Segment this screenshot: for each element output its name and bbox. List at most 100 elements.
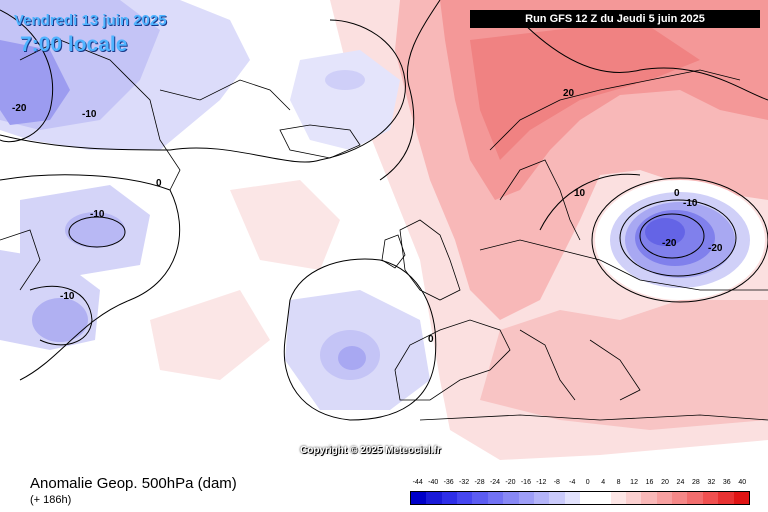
colorscale-cell	[426, 492, 442, 504]
contours	[0, 0, 768, 421]
contour-label: -20	[708, 243, 723, 254]
positive-anomaly-atlantic	[230, 180, 340, 270]
contour-cutoff-zero	[591, 177, 768, 303]
contour-iberia	[283, 258, 437, 421]
iceland-coast	[279, 124, 361, 159]
negative-anomaly-iceland-core	[325, 70, 365, 90]
colorscale-tick: 36	[722, 479, 731, 486]
negative-anomaly-iberia-core	[338, 346, 366, 370]
labrador-coast	[0, 229, 41, 291]
scandinavia-south	[499, 159, 581, 241]
colorscale-tick: -36	[443, 479, 454, 486]
valid-date: Vendredi 13 juin 2025	[14, 12, 167, 29]
colorscale-tick: -32	[459, 479, 470, 486]
colorscale-tick: -28	[474, 479, 485, 486]
colorscale-tick: 16	[645, 479, 654, 486]
negative-anomaly-greenland-core	[0, 40, 70, 125]
negative-anomaly-iceland	[290, 50, 400, 150]
colorscale-tick: 20	[661, 479, 669, 486]
colorscale-cell	[487, 492, 504, 504]
north-africa-coast	[419, 414, 768, 421]
valid-time: 7:00 locale	[20, 33, 128, 56]
colorscale-cell	[503, 492, 519, 504]
colorscale-cell	[626, 492, 642, 504]
contour-label: 20	[563, 88, 575, 99]
colorscale-tick: -44	[412, 479, 423, 486]
colorscale-tick: 4	[601, 479, 606, 486]
colorscale-labels: -44 -40 -36 -32 -28 -24 -20 -16 -12 -8 -4 0 4 8 12 16 20…	[410, 479, 750, 489]
colorscale-tick: -16	[520, 479, 531, 486]
contour-label: 0	[674, 188, 680, 199]
contour-10	[539, 173, 641, 231]
contour-sw	[29, 285, 93, 346]
colorscale-cell	[641, 492, 657, 504]
colorscale-cell	[564, 492, 580, 504]
positive-anomaly-med	[480, 300, 768, 430]
contour-label: -20	[662, 238, 677, 249]
colorscale-cell	[656, 492, 673, 504]
colorscale-tick: 8	[616, 479, 621, 486]
scandinavia-north	[489, 69, 741, 151]
central-europe-coast	[479, 239, 768, 291]
colorscale-tick: -24	[489, 479, 501, 486]
positive-anomaly-mid-atlantic	[150, 290, 270, 380]
anomaly-map: Vendredi 13 juin 2025 7:00 locale Run GF…	[0, 0, 768, 460]
colorscale-cell	[441, 492, 458, 504]
italy	[519, 329, 576, 401]
colorscale-tick: -4	[569, 479, 576, 486]
contour-20	[519, 19, 768, 101]
contour-zero-west	[0, 174, 181, 381]
balkans	[589, 339, 641, 401]
colorscale-tick: 40	[738, 479, 747, 486]
colorscale-tick: 28	[692, 479, 700, 486]
contour-label: -10	[90, 209, 105, 220]
contour-label: 10	[574, 188, 586, 199]
colorscale-cell	[457, 492, 473, 504]
map-canvas	[0, 0, 768, 460]
colorscale-cell	[610, 492, 627, 504]
contour-label: -20	[12, 103, 27, 114]
copyright-notice: Copyright © 2025 Meteociel.fr	[300, 445, 441, 456]
colorscale-cell	[733, 492, 749, 504]
colorscale-tick: 24	[676, 479, 685, 486]
colorscale-cell	[518, 492, 534, 504]
colorscale-tick: 32	[707, 479, 716, 486]
contour-greenland	[0, 19, 406, 163]
colorscale-cell	[549, 492, 565, 504]
colorscale-tick: -8	[553, 479, 560, 486]
colorscale-tick: -40	[428, 479, 439, 486]
colorscale-cell	[595, 492, 611, 504]
contour-label: -10	[60, 291, 75, 302]
contour-cutoff-20	[639, 213, 705, 259]
colorscale-tick: 0	[585, 479, 590, 486]
contour-label: -10	[82, 109, 97, 120]
iberia	[394, 319, 511, 401]
lead-time: (+ 186h)	[30, 494, 72, 506]
colorscale-cell	[411, 492, 427, 504]
contour-label: -10	[683, 198, 698, 209]
colorscale-cell	[702, 492, 719, 504]
negative-anomaly-sw-core	[32, 298, 88, 342]
colorscale-bar	[410, 491, 750, 505]
colorscale-tick: -12	[536, 479, 547, 486]
contour-greenland-inner	[0, 9, 54, 143]
colorscale-tick: 12	[630, 479, 638, 486]
map-title: Anomalie Geop. 500hPa (dam)	[30, 475, 237, 492]
run-info: Run GFS 12 Z du Jeudi 5 juin 2025	[470, 10, 760, 28]
colorscale-cell	[687, 492, 703, 504]
contour-label: 0	[428, 334, 434, 345]
colorscale-cell	[472, 492, 488, 504]
colorscale-cell	[579, 492, 596, 504]
colorscale-cell	[718, 492, 734, 504]
cutoff-low-core	[645, 218, 685, 246]
negative-anomaly-west-atlantic-core	[65, 212, 125, 248]
contour-zero-north	[379, 0, 441, 181]
colorscale-cell	[533, 492, 550, 504]
contour-label: 0	[156, 178, 162, 189]
greenland-coast	[19, 39, 181, 191]
positive-anomaly-core	[470, 20, 700, 160]
greenland-east-coast	[159, 79, 291, 111]
contour-west-atlantic	[68, 216, 126, 248]
colorscale-tick: -20	[505, 479, 516, 486]
ireland	[381, 234, 406, 269]
